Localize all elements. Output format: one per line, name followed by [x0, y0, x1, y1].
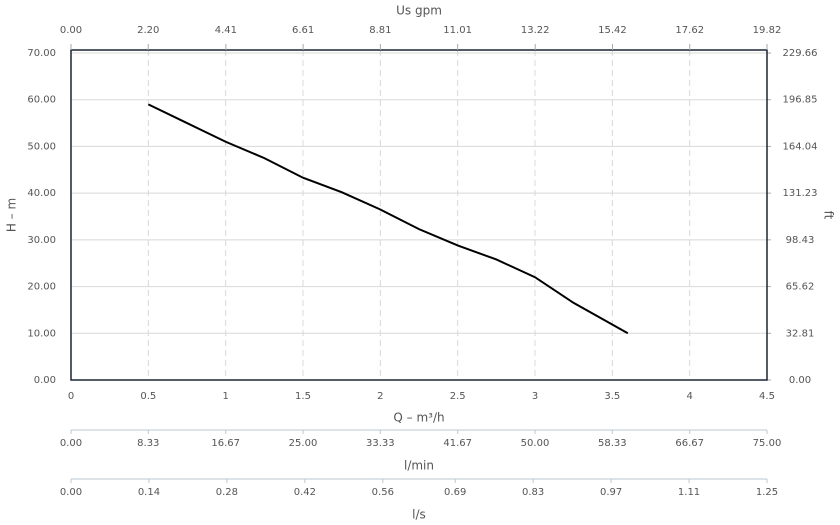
y-tick-label: 0.00: [34, 375, 56, 386]
y-tick-label: 10.00: [27, 328, 56, 339]
top-axis-tick-label: 19.82: [753, 25, 782, 36]
axis-tick-label: 66.67: [675, 438, 704, 449]
axis-tick-label: 16.67: [211, 438, 240, 449]
axis-tick-label: 0.83: [522, 487, 544, 498]
y2-tick-label: 65.62: [786, 282, 815, 293]
axis-tick-label: 1.11: [678, 487, 700, 498]
top-axis-tick-label: 0.00: [60, 25, 82, 36]
y-tick-label: 30.00: [27, 235, 56, 246]
x-axis-title: Q – m³/h: [393, 411, 444, 425]
axis-title: l/min: [404, 459, 434, 473]
y2-tick-label: 229.66: [783, 48, 818, 59]
top-axis-tick-label: 2.20: [137, 25, 159, 36]
axis-tick-label: 0.56: [372, 487, 394, 498]
curve: [147, 103, 629, 335]
y-axis-title: H – m: [5, 198, 19, 232]
x-tick-label: 0: [68, 391, 74, 402]
x-tick-label: 2: [377, 391, 383, 402]
axis-tick-label: 0.69: [444, 487, 466, 498]
axis-tick-label: 58.33: [598, 438, 627, 449]
top-axis-tick-label: 17.62: [675, 25, 704, 36]
plot-frame: [70, 49, 768, 381]
x-tick-label: 3.5: [604, 391, 620, 402]
y-tick-label: 70.00: [27, 48, 56, 59]
axis-tick-label: 33.33: [366, 438, 395, 449]
x-tick-label: 1: [222, 391, 228, 402]
y2-tick-label: 32.81: [786, 328, 815, 339]
axis-tick-label: 75.00: [753, 438, 782, 449]
axis-title: l/s: [412, 508, 426, 522]
axis-tick-label: 50.00: [521, 438, 550, 449]
axis-tick-label: 0.00: [60, 438, 82, 449]
x-tick-label: 0.5: [140, 391, 156, 402]
axis-tick-label: 0.97: [600, 487, 622, 498]
axis-tick-label: 1.25: [756, 487, 778, 498]
top-axis-tick-label: 13.22: [521, 25, 550, 36]
y-tick-label: 60.00: [27, 95, 56, 106]
axis-tick-label: 0.28: [216, 487, 238, 498]
x-tick-label: 4: [686, 391, 692, 402]
y2-tick-label: 98.43: [786, 235, 815, 246]
axis-tick-label: 41.67: [443, 438, 472, 449]
x-tick-label: 3: [532, 391, 538, 402]
y2-axis-title: ft: [822, 211, 836, 220]
y2-tick-label: 131.23: [783, 188, 818, 199]
y2-tick-label: 196.85: [783, 95, 818, 106]
x-tick-label: 2.5: [450, 391, 466, 402]
top-axis-title: Us gpm: [396, 4, 442, 18]
y-tick-label: 40.00: [27, 188, 56, 199]
axis-tick-label: 0.00: [60, 487, 82, 498]
top-axis-tick-label: 6.61: [292, 25, 314, 36]
x-tick-label: 4.5: [759, 391, 775, 402]
axis-tick-label: 8.33: [137, 438, 159, 449]
top-axis-tick-label: 8.81: [369, 25, 391, 36]
top-axis-tick-label: 11.01: [443, 25, 472, 36]
top-axis-tick-label: 4.41: [215, 25, 237, 36]
x-tick-label: 1.5: [295, 391, 311, 402]
y2-tick-label: 164.04: [783, 141, 818, 152]
top-axis-tick-label: 15.42: [598, 25, 627, 36]
y2-tick-label: 0.00: [789, 375, 811, 386]
y-tick-label: 20.00: [27, 282, 56, 293]
axis-tick-label: 25.00: [289, 438, 318, 449]
y-tick-label: 50.00: [27, 141, 56, 152]
axis-tick-label: 0.14: [138, 487, 160, 498]
axis-tick-label: 0.42: [294, 487, 316, 498]
